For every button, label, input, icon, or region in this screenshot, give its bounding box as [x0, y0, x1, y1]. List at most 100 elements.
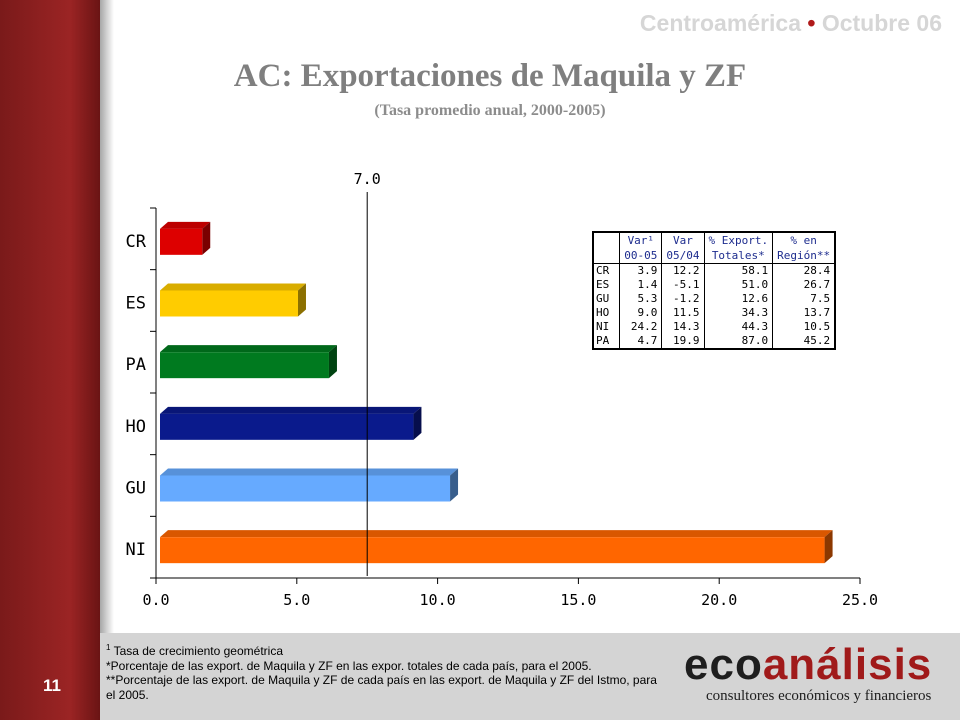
header-date: Octubre 06: [821, 10, 942, 36]
footnote-panel: [100, 633, 960, 720]
header-separator: •: [807, 10, 816, 36]
table-header-cell: 05/04: [661, 248, 704, 264]
page-subtitle: (Tasa promedio anual, 2000-2005): [374, 102, 606, 119]
table-cell: 1.4: [619, 278, 662, 292]
table-cell: 45.2: [772, 334, 836, 349]
x-tick-label: 15.0: [560, 591, 596, 609]
table-cell: -5.1: [661, 278, 704, 292]
bar-top-CR: [160, 221, 211, 229]
table-cell: 3.9: [619, 263, 662, 278]
y-tick-label-GU: GU: [126, 479, 146, 499]
bar-PA: [160, 352, 329, 379]
table-cell: 34.3: [703, 306, 773, 320]
sidebar-band: [0, 0, 100, 720]
table-cell: 10.5: [772, 320, 836, 334]
y-tick-label-PA: PA: [126, 355, 146, 375]
header-region: Centroamérica: [639, 10, 801, 36]
bar-CR: [160, 228, 203, 255]
data-table: Var¹ Var% Export.% en 00-05 05/04 Totales* Re…: [592, 231, 837, 350]
table-cell: 87.0: [703, 334, 773, 349]
bar-side-HO: [413, 406, 422, 440]
x-tick-label: 5.0: [283, 591, 310, 609]
table-row: GU 5.3 -1.2 12.6 7.5: [593, 292, 836, 306]
table-cell: 14.3: [661, 320, 704, 334]
footnote-3: **Porcentaje de las export. de Maquila y…: [106, 673, 657, 702]
table-cell: 5.3: [619, 292, 662, 306]
table-row-label: ES: [596, 278, 610, 291]
bar-top-GU: [160, 468, 459, 476]
footnotes: 1 Tasa de crecimiento geométrica *Porcen…: [106, 641, 666, 702]
x-tick-label: 25.0: [842, 591, 878, 609]
table-header-cell: % en: [772, 232, 836, 248]
table-header-cell: [593, 248, 620, 264]
x-tick-label: 20.0: [701, 591, 737, 609]
table-header-cell: % Export.: [703, 232, 773, 248]
bar-GU: [160, 475, 451, 502]
slide-number: 11: [43, 676, 61, 695]
brand-tagline: consultores económicos y financieros: [706, 688, 932, 704]
table-header-row: Var¹ Var% Export.% en: [593, 232, 836, 248]
table-cell: 19.9: [661, 334, 704, 349]
bar-ES: [160, 290, 298, 317]
axes-group: [150, 192, 861, 584]
y-tick-label-HO: HO: [126, 417, 146, 437]
reference-line-label: 7.0: [354, 170, 381, 188]
table-cell: 4.7: [619, 334, 662, 349]
table-row: NI 24.2 14.3 44.3 10.5: [593, 320, 836, 334]
bar-side-NI: [824, 530, 833, 564]
table-cell: 28.4: [772, 263, 836, 278]
brand-analisis: análisis: [762, 640, 933, 689]
bar-top-PA: [160, 345, 337, 353]
table-cell: 12.2: [661, 263, 704, 278]
table-cell: 9.0: [619, 306, 662, 320]
table-cell: 12.6: [703, 292, 773, 306]
table-header-cell: [593, 232, 620, 248]
table-cell: -1.2: [661, 292, 704, 306]
table-header-cell: 00-05: [619, 248, 662, 264]
table-row: CR 3.9 12.2 58.1 28.4: [593, 263, 836, 278]
table-header-cell: Var: [661, 232, 704, 248]
x-tick-label: 0.0: [142, 591, 169, 609]
bar-top-ES: [160, 283, 306, 291]
bar-side-CR: [202, 221, 211, 255]
table-row: PA 4.7 19.9 87.0 45.2: [593, 334, 836, 349]
y-tick-label-ES: ES: [126, 294, 146, 314]
footnote-1: 1 Tasa de crecimiento geométrica: [106, 641, 666, 659]
table-row-label: NI: [596, 320, 610, 333]
table-row: HO 9.0 11.5 34.3 13.7: [593, 306, 836, 320]
footnote-2: *Porcentaje de las export. de Maquila y …: [106, 658, 592, 673]
x-tick-label: 10.0: [420, 591, 456, 609]
footnote-marker: 1: [106, 643, 111, 652]
sidebar-shadow: [100, 0, 114, 720]
table-row-label: PA: [596, 334, 610, 347]
table-header-cell: Totales*: [703, 248, 773, 264]
y-tick-label-CR: CR: [126, 232, 147, 252]
table-cell: 24.2: [619, 320, 662, 334]
table-row: ES 1.4 -5.1 51.0 26.7: [593, 278, 836, 292]
table-header-cell: Var¹: [619, 232, 662, 248]
table-header-cell: Región**: [772, 248, 836, 264]
bar-top-NI: [160, 530, 833, 538]
table-row-label: HO: [596, 306, 610, 319]
table-row-label: GU: [596, 292, 610, 305]
table-cell: 51.0: [703, 278, 773, 292]
table-cell: 44.3: [703, 320, 773, 334]
brand-logo: ecoanálisis consultores económicos y fin…: [680, 640, 950, 714]
bar-top-HO: [160, 406, 422, 414]
table-cell: 7.5: [772, 292, 836, 306]
table-row-label: CR: [596, 264, 610, 277]
brand-wordmark: ecoanálisis: [684, 640, 932, 690]
table-header-row: 00-05 05/04 Totales* Región**: [593, 248, 836, 264]
bar-side-GU: [450, 468, 459, 502]
table-cell: 11.5: [661, 306, 704, 320]
page-title: AC: Exportaciones de Maquila y ZF: [233, 58, 747, 94]
bar-side-ES: [297, 283, 306, 317]
bar-NI: [160, 537, 825, 564]
y-tick-label-NI: NI: [126, 540, 146, 560]
table-cell: 58.1: [703, 263, 773, 278]
bars-group: [160, 221, 833, 564]
footnote-1-text: Tasa de crecimiento geométrica: [113, 644, 283, 658]
table-cell: 26.7: [772, 278, 836, 292]
